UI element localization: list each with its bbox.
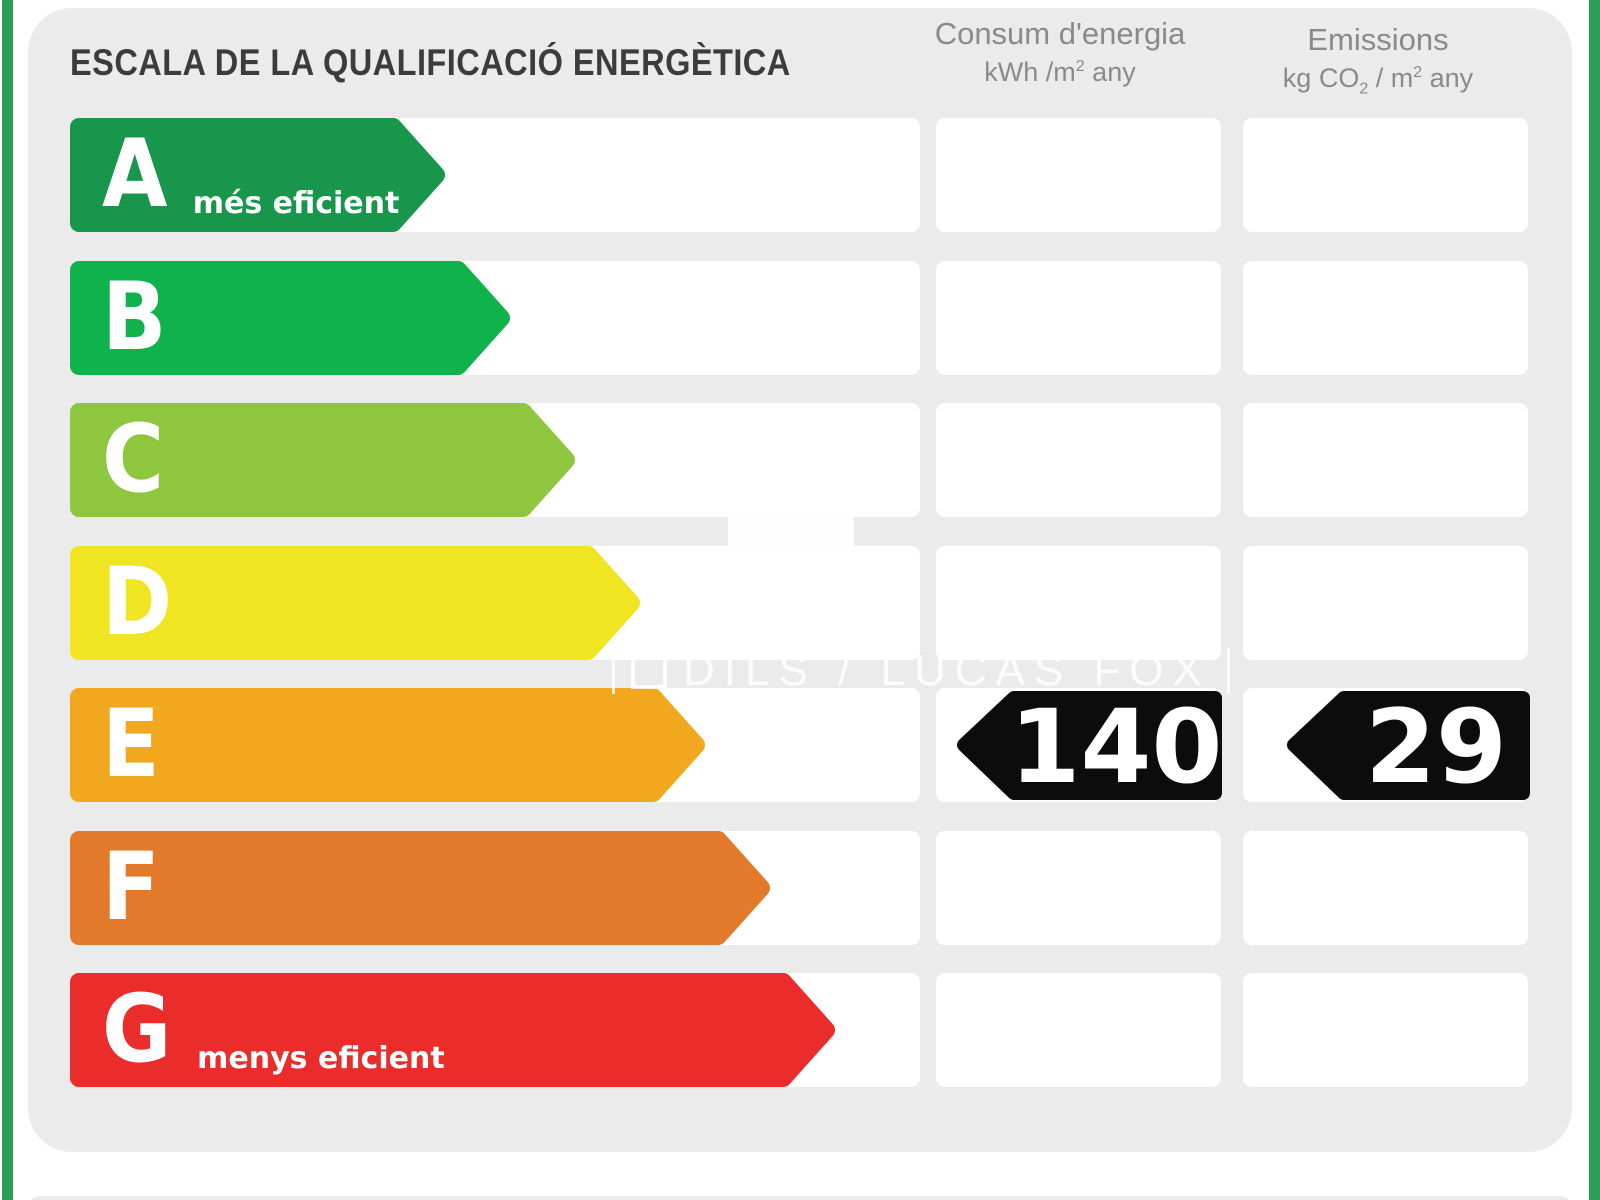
grade-band-arrow [70,688,705,802]
grade-qualifier: més eficient [192,185,400,221]
watermark-logo-icon [631,653,667,689]
scale-row: A més eficient [0,118,1600,232]
scale-row: F [0,830,1600,945]
grade-label: D [102,546,198,660]
watermark-bar-icon [612,648,615,694]
green-edge-right [1589,0,1600,1200]
emissions-value-arrow: 29 [1287,690,1530,801]
page-title: ESCALA DE LA QUALIFICACIÓ ENERGÈTICA [70,42,791,83]
watermark-box [728,515,854,555]
consum-header-units: kWh /m2 any [984,57,1136,87]
scale-row: D [0,545,1600,660]
band-shape [70,118,445,232]
black-arrow-left-icon [1287,691,1530,800]
consum-column-header: Consum d'energia kWh /m2 any [900,16,1220,88]
scale-row: G menys eficient [0,973,1600,1087]
grade-band-arrow [70,403,575,517]
grade-label: G menys eficient [102,973,445,1087]
grade-letter: E [102,690,160,799]
consum-value-arrow: 140 [957,690,1222,801]
band-shape [70,688,705,802]
consum-cell [936,118,1221,232]
grade-band-arrow [70,830,770,945]
emissions-column-header: Emissions kg CO2 / m2 any [1228,22,1528,98]
band-shape [70,260,510,375]
grade-label: E [102,688,184,802]
black-arrow-left-icon [957,691,1222,800]
consum-cell [936,260,1221,375]
emissions-cell [1243,830,1528,945]
grade-letter: D [102,547,173,657]
green-edge-left [2,0,13,1200]
watermark: DILS / LUCAS FOX [612,646,1230,696]
consum-value: 140 [1010,690,1222,801]
grade-band-arrow [70,118,445,232]
band-shape [70,545,640,660]
band-shape [70,403,575,517]
emissions-cell [1243,545,1528,660]
consum-cell [936,973,1221,1087]
grade-letter: A [102,120,168,229]
grade-letter: C [102,405,165,514]
grade-band-arrow [70,260,510,375]
band-shape [70,830,770,945]
grade-letter: F [102,832,160,942]
band-shape [70,973,835,1087]
watermark-text: DILS / LUCAS FOX [683,646,1211,695]
grade-band-arrow [70,545,640,660]
watermark-bar-icon [1226,648,1230,694]
scale-row: C [0,403,1600,517]
emissions-cell [1243,260,1528,375]
grade-letter: B [102,262,167,372]
grade-label: A més eficient [102,118,399,232]
grade-band-arrow [70,973,835,1087]
grade-label: C [102,403,189,517]
emissions-cell [1243,973,1528,1087]
grade-label: F [102,831,184,945]
grade-qualifier: menys eficient [197,1040,445,1076]
next-section-sliver [28,1196,1572,1200]
emissions-cell [1243,403,1528,517]
grade-label: B [102,261,192,375]
consum-cell [936,545,1221,660]
consum-cell [936,830,1221,945]
emissions-cell [1243,118,1528,232]
consum-cell [936,403,1221,517]
scale-row: B [0,260,1600,375]
consum-header-label: Consum d'energia [934,16,1186,51]
emissions-header-units: kg CO2 / m2 any [1282,63,1474,98]
emissions-value: 29 [1365,690,1507,801]
grade-letter: G [102,975,172,1084]
emissions-header-label: Emissions [1307,22,1449,57]
